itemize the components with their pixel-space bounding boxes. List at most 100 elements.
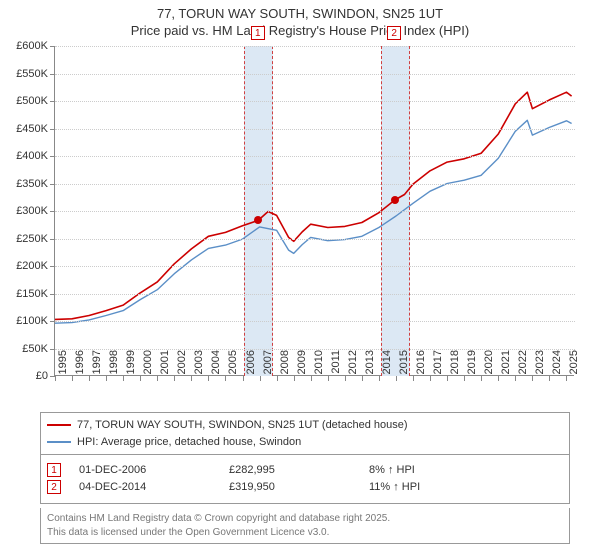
y-axis-tick <box>50 294 55 295</box>
x-axis-label: 2024 <box>551 350 563 380</box>
x-axis-tick <box>311 376 312 381</box>
sale-date-0: 01-DEC-2006 <box>79 464 229 476</box>
legend-swatch-1 <box>47 441 71 443</box>
gridline-y <box>55 321 575 322</box>
band-marker-label: 1 <box>251 26 265 40</box>
x-axis-label: 2022 <box>517 350 529 380</box>
x-axis-label: 2012 <box>347 350 359 380</box>
y-axis-label: £100K <box>0 315 48 327</box>
x-axis-tick <box>277 376 278 381</box>
x-axis-label: 2025 <box>568 350 580 380</box>
x-axis-tick <box>328 376 329 381</box>
x-axis-label: 2006 <box>245 350 257 380</box>
sale-price-0: £282,995 <box>229 464 369 476</box>
y-axis-label: £400K <box>0 150 48 162</box>
y-axis-label: £150K <box>0 288 48 300</box>
plot-region <box>54 46 574 376</box>
x-axis-label: 1998 <box>108 350 120 380</box>
sale-point-dot <box>254 216 262 224</box>
legend-row-1: HPI: Average price, detached house, Swin… <box>47 434 563 451</box>
title-line2: Price paid vs. HM Land Registry's House … <box>0 23 600 40</box>
chart-area: £0£50K£100K£150K£200K£250K£300K£350K£400… <box>54 46 574 376</box>
legend-row-0: 77, TORUN WAY SOUTH, SWINDON, SN25 1UT (… <box>47 417 563 434</box>
title-block: 77, TORUN WAY SOUTH, SWINDON, SN25 1UT P… <box>0 0 600 40</box>
y-axis-label: £50K <box>0 343 48 355</box>
x-axis-tick <box>447 376 448 381</box>
y-axis-tick <box>50 184 55 185</box>
sales-table: 1 01-DEC-2006 £282,995 8% ↑ HPI 2 04-DEC… <box>40 454 570 504</box>
gridline-y <box>55 129 575 130</box>
x-axis-label: 1999 <box>125 350 137 380</box>
gridline-y <box>55 156 575 157</box>
gridline-y <box>55 239 575 240</box>
legend-label-1: HPI: Average price, detached house, Swin… <box>77 434 301 451</box>
gridline-y <box>55 294 575 295</box>
gridline-y <box>55 46 575 47</box>
x-axis-tick <box>413 376 414 381</box>
x-axis-label: 2021 <box>500 350 512 380</box>
series-line <box>55 92 572 319</box>
footer-line2: This data is licensed under the Open Gov… <box>47 526 563 540</box>
sale-pct-0: 8% ↑ HPI <box>369 464 489 476</box>
gridline-y <box>55 74 575 75</box>
gridline-y <box>55 211 575 212</box>
x-axis-label: 2016 <box>415 350 427 380</box>
footer-box: Contains HM Land Registry data © Crown c… <box>40 508 570 544</box>
x-axis-label: 2011 <box>330 350 342 380</box>
legend-box: 77, TORUN WAY SOUTH, SWINDON, SN25 1UT (… <box>40 412 570 455</box>
x-axis-label: 2018 <box>449 350 461 380</box>
y-axis-tick <box>50 239 55 240</box>
y-axis-label: £200K <box>0 260 48 272</box>
y-axis-tick <box>50 349 55 350</box>
y-axis-tick <box>50 101 55 102</box>
sale-row-1: 2 04-DEC-2014 £319,950 11% ↑ HPI <box>47 480 563 494</box>
x-axis-tick <box>72 376 73 381</box>
sale-point-dot <box>391 196 399 204</box>
x-axis-label: 2015 <box>398 350 410 380</box>
x-axis-tick <box>89 376 90 381</box>
x-axis-label: 2020 <box>483 350 495 380</box>
x-axis-label: 2010 <box>313 350 325 380</box>
x-axis-tick <box>362 376 363 381</box>
x-axis-tick <box>243 376 244 381</box>
y-axis-label: £0 <box>0 370 48 382</box>
chart-container: { "title": { "line1": "77, TORUN WAY SOU… <box>0 0 600 560</box>
x-axis-label: 1995 <box>57 350 69 380</box>
legend-label-0: 77, TORUN WAY SOUTH, SWINDON, SN25 1UT (… <box>77 417 408 434</box>
y-axis-label: £350K <box>0 178 48 190</box>
x-axis-label: 1996 <box>74 350 86 380</box>
x-axis-label: 2007 <box>262 350 274 380</box>
y-axis-tick <box>50 74 55 75</box>
x-axis-label: 2014 <box>381 350 393 380</box>
x-axis-tick <box>294 376 295 381</box>
y-axis-tick <box>50 156 55 157</box>
x-axis-tick <box>345 376 346 381</box>
gridline-y <box>55 266 575 267</box>
x-axis-tick <box>430 376 431 381</box>
sale-row-0: 1 01-DEC-2006 £282,995 8% ↑ HPI <box>47 463 563 477</box>
x-axis-label: 2002 <box>176 350 188 380</box>
y-axis-label: £500K <box>0 95 48 107</box>
x-axis-tick <box>55 376 56 381</box>
title-line1: 77, TORUN WAY SOUTH, SWINDON, SN25 1UT <box>0 6 600 23</box>
x-axis-label: 1997 <box>91 350 103 380</box>
y-axis-label: £250K <box>0 233 48 245</box>
x-axis-label: 2023 <box>534 350 546 380</box>
gridline-y <box>55 184 575 185</box>
x-axis-tick <box>379 376 380 381</box>
x-axis-label: 2009 <box>296 350 308 380</box>
y-axis-tick <box>50 266 55 267</box>
sale-date-1: 04-DEC-2014 <box>79 481 229 493</box>
y-axis-label: £550K <box>0 68 48 80</box>
y-axis-label: £600K <box>0 40 48 52</box>
x-axis-tick <box>396 376 397 381</box>
footer-line1: Contains HM Land Registry data © Crown c… <box>47 512 563 526</box>
y-axis-label: £450K <box>0 123 48 135</box>
y-axis-tick <box>50 129 55 130</box>
x-axis-label: 2008 <box>279 350 291 380</box>
sale-marker-1: 2 <box>47 480 61 494</box>
y-axis-tick <box>50 321 55 322</box>
y-axis-label: £300K <box>0 205 48 217</box>
x-axis-label: 2003 <box>193 350 205 380</box>
sale-marker-0: 1 <box>47 463 61 477</box>
